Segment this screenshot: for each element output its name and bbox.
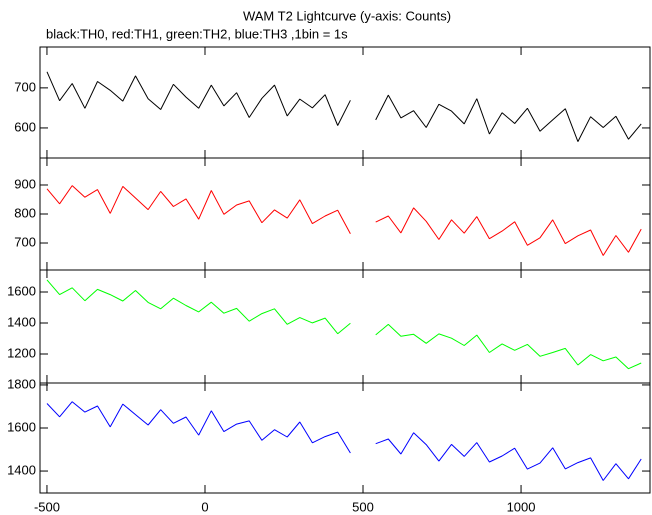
light-curve xyxy=(46,185,642,256)
light-curve xyxy=(46,279,642,370)
y-tick-label: 700 xyxy=(14,234,36,249)
x-tick-label: 1000 xyxy=(507,499,536,514)
y-tick-label: 900 xyxy=(14,176,36,191)
light-curve xyxy=(46,71,642,142)
x-tick-label: -500 xyxy=(34,499,60,514)
y-tick-label: 1400 xyxy=(7,462,36,477)
light-curve xyxy=(46,401,642,481)
panel-frame xyxy=(39,382,651,494)
chart-subtitle: black:TH0, red:TH1, green:TH2, blue:TH3 … xyxy=(46,26,348,41)
y-tick-label: 1800 xyxy=(7,376,36,391)
y-tick-label: 1200 xyxy=(7,345,36,360)
y-tick-label: 600 xyxy=(14,119,36,134)
x-tick-label: 0 xyxy=(201,499,208,514)
x-tick-label: 500 xyxy=(352,499,374,514)
y-tick-label: 1600 xyxy=(7,419,36,434)
y-tick-label: 800 xyxy=(14,205,36,220)
y-tick-label: 700 xyxy=(14,79,36,94)
chart-title: WAM T2 Lightcurve (y-axis: Counts) xyxy=(243,8,451,23)
y-tick-label: 1400 xyxy=(7,314,36,329)
y-tick-label: 1600 xyxy=(7,283,36,298)
